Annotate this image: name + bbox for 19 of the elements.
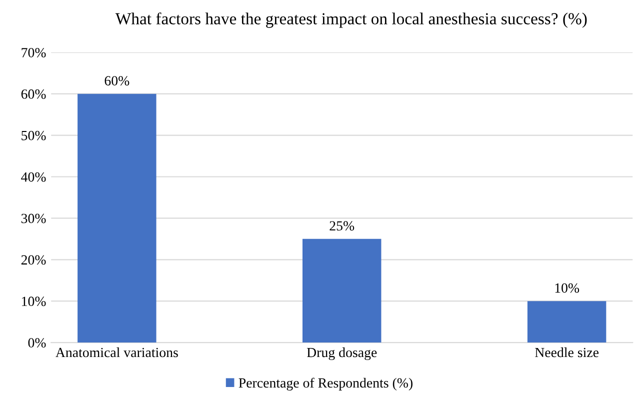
y-tick-label: 20% <box>21 255 46 265</box>
y-tick-label: 30% <box>21 214 46 224</box>
y-tick-label: 40% <box>21 172 46 182</box>
chart-title: What factors have the greatest impact on local anesthesia success? (%) <box>115 12 587 28</box>
legend-label: Percentage of Respondents (%) <box>238 378 412 390</box>
x-tick-label: Drug dosage <box>306 347 377 360</box>
y-tick-label: 10% <box>22 296 46 306</box>
bar <box>527 301 606 343</box>
y-tick-label: 60% <box>21 89 46 99</box>
bar <box>78 94 156 343</box>
data-label: 25% <box>330 221 354 231</box>
data-label: 60% <box>104 76 130 86</box>
x-tick-label: Anatomical variations <box>56 347 178 358</box>
y-tick-label: 50% <box>22 130 46 140</box>
bar <box>302 238 382 343</box>
y-tick-label: 70% <box>22 48 46 58</box>
x-tick-label: Needle size <box>535 347 599 358</box>
y-tick-label: 0% <box>28 338 46 348</box>
data-label: 10% <box>555 283 580 293</box>
